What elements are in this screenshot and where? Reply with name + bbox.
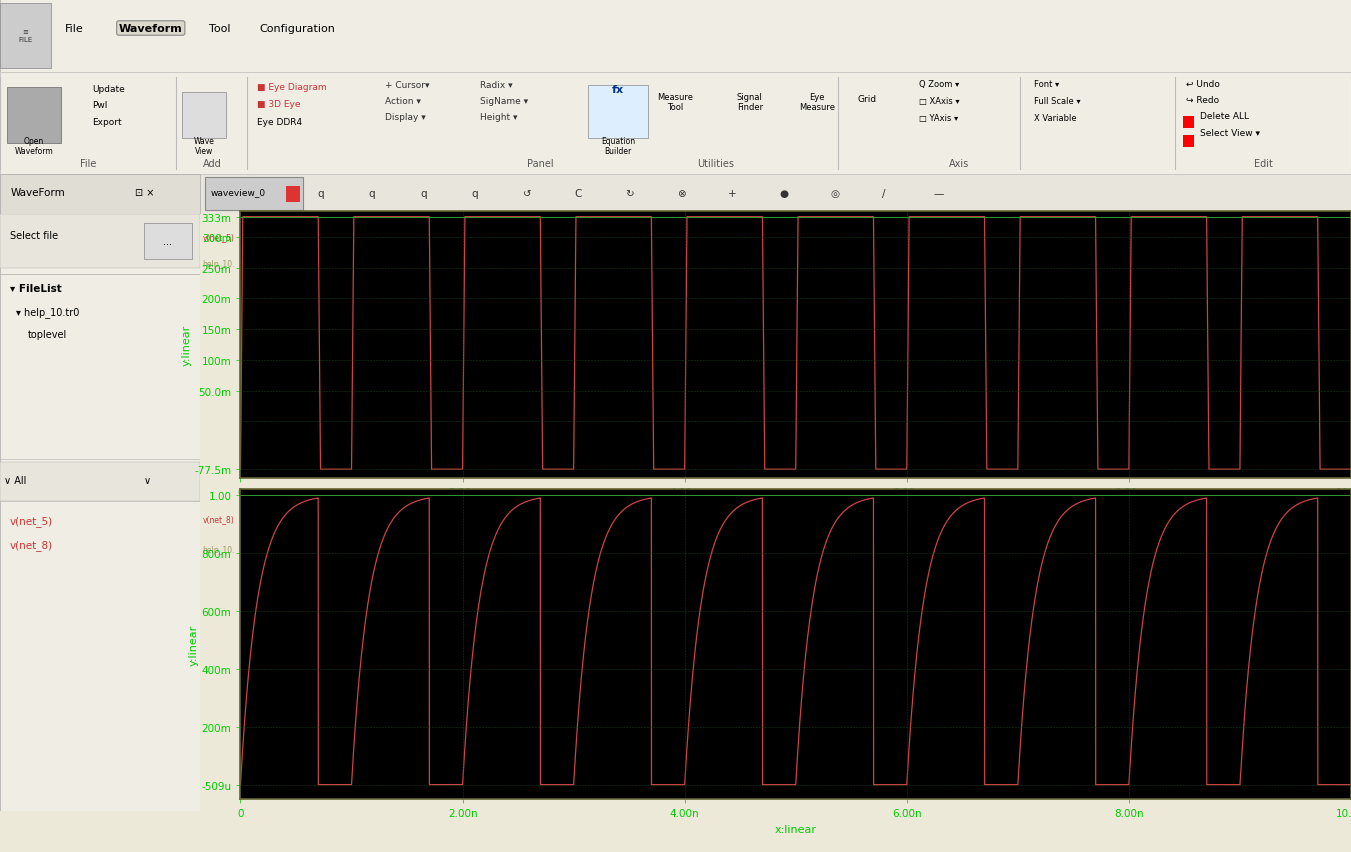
Text: ∨ All: ∨ All (4, 475, 27, 485)
Bar (145, 223, 192, 259)
Text: Pwl: Pwl (92, 101, 107, 110)
Text: toplevel: toplevel (28, 329, 68, 339)
Text: Update: Update (92, 84, 124, 94)
Text: X Variable: X Variable (1034, 114, 1077, 124)
Text: File: File (65, 24, 84, 34)
Y-axis label: y:linear: y:linear (181, 325, 192, 366)
Text: Measure
Tool: Measure Tool (658, 93, 693, 112)
Text: File: File (80, 158, 96, 169)
Bar (1183, 117, 1194, 129)
Text: Height ▾: Height ▾ (480, 113, 517, 123)
Text: ⊡ ×: ⊡ × (135, 187, 154, 198)
Text: Wave
View: Wave View (193, 137, 215, 156)
Text: ↪ Redo: ↪ Redo (1186, 96, 1220, 105)
Text: Add: Add (203, 158, 222, 169)
Bar (7, 88, 61, 144)
Bar (205, 178, 303, 210)
Text: v(net_8): v(net_8) (9, 540, 53, 550)
Text: Waveform: Waveform (119, 24, 182, 34)
Text: Utilities: Utilities (697, 158, 735, 169)
Text: Panel: Panel (527, 158, 554, 169)
X-axis label: x:linear: x:linear (774, 824, 817, 834)
Text: ■ 3D Eye: ■ 3D Eye (257, 100, 300, 109)
Text: WaveForm: WaveForm (11, 187, 66, 198)
Text: v(net_5): v(net_5) (203, 233, 235, 242)
Bar (588, 86, 648, 139)
Text: C: C (574, 189, 581, 199)
Text: Edit: Edit (1254, 158, 1273, 169)
Text: ■ Eye Diagram: ■ Eye Diagram (257, 83, 327, 92)
Text: Select View ▾: Select View ▾ (1200, 129, 1259, 138)
Text: □ XAxis ▾: □ XAxis ▾ (919, 97, 959, 106)
Text: Delete ALL: Delete ALL (1200, 112, 1248, 121)
Text: Signal
Finder: Signal Finder (736, 93, 763, 112)
Text: ↩ Undo: ↩ Undo (1186, 79, 1220, 89)
Text: ⊗: ⊗ (677, 189, 685, 199)
Text: —: — (934, 189, 944, 199)
Bar (1183, 135, 1194, 148)
Text: □ YAxis ▾: □ YAxis ▾ (919, 114, 958, 124)
Text: q: q (420, 189, 427, 199)
Text: q: q (369, 189, 376, 199)
Text: help_10.: help_10. (203, 260, 235, 268)
Text: ▾ help_10.tr0: ▾ help_10.tr0 (16, 308, 80, 318)
Text: Radix ▾: Radix ▾ (480, 81, 512, 89)
Text: ▾ FileList: ▾ FileList (9, 283, 62, 293)
Text: ∨: ∨ (145, 475, 151, 485)
Text: /: / (882, 189, 886, 199)
Text: waveview_0: waveview_0 (211, 188, 266, 197)
Text: Eye DDR4: Eye DDR4 (257, 118, 301, 126)
Text: Tool: Tool (209, 24, 231, 34)
Text: +: + (728, 189, 736, 199)
Text: Eye
Measure: Eye Measure (800, 93, 835, 112)
Text: q: q (317, 189, 324, 199)
Text: ≡
FILE: ≡ FILE (19, 30, 32, 43)
Text: Configuration: Configuration (259, 24, 335, 34)
Text: fx: fx (612, 84, 624, 95)
Text: Q Zoom ▾: Q Zoom ▾ (919, 79, 959, 89)
Text: ...: ... (163, 237, 173, 246)
Text: Open
Waveform: Open Waveform (15, 137, 53, 156)
Text: ◎: ◎ (831, 189, 840, 199)
Text: Axis: Axis (950, 158, 969, 169)
Text: v(net_8): v(net_8) (203, 515, 235, 524)
Text: SigName ▾: SigName ▾ (480, 97, 528, 106)
Bar (0, 462, 200, 501)
Text: ●: ● (780, 189, 789, 199)
Text: ↺: ↺ (523, 189, 531, 199)
Text: v(net_5): v(net_5) (9, 515, 53, 527)
Y-axis label: y:linear: y:linear (189, 624, 199, 665)
Bar (0, 215, 200, 268)
X-axis label: x:linear: x:linear (774, 504, 817, 514)
Text: Full Scale ▾: Full Scale ▾ (1034, 97, 1081, 106)
Text: Equation
Builder: Equation Builder (601, 137, 635, 156)
Bar (182, 93, 226, 139)
Text: + Cursor▾: + Cursor▾ (385, 81, 430, 89)
Bar (0, 3, 51, 69)
Text: Display ▾: Display ▾ (385, 113, 426, 123)
Text: Action ▾: Action ▾ (385, 97, 422, 106)
Text: Export: Export (92, 118, 122, 126)
Bar (0, 175, 200, 215)
Text: ↻: ↻ (626, 189, 634, 199)
Text: q: q (471, 189, 478, 199)
Text: help_10.: help_10. (203, 545, 235, 555)
Text: Grid: Grid (858, 95, 877, 104)
Bar (286, 187, 300, 203)
Text: Select file: Select file (9, 231, 58, 240)
Text: Font ▾: Font ▾ (1034, 79, 1059, 89)
